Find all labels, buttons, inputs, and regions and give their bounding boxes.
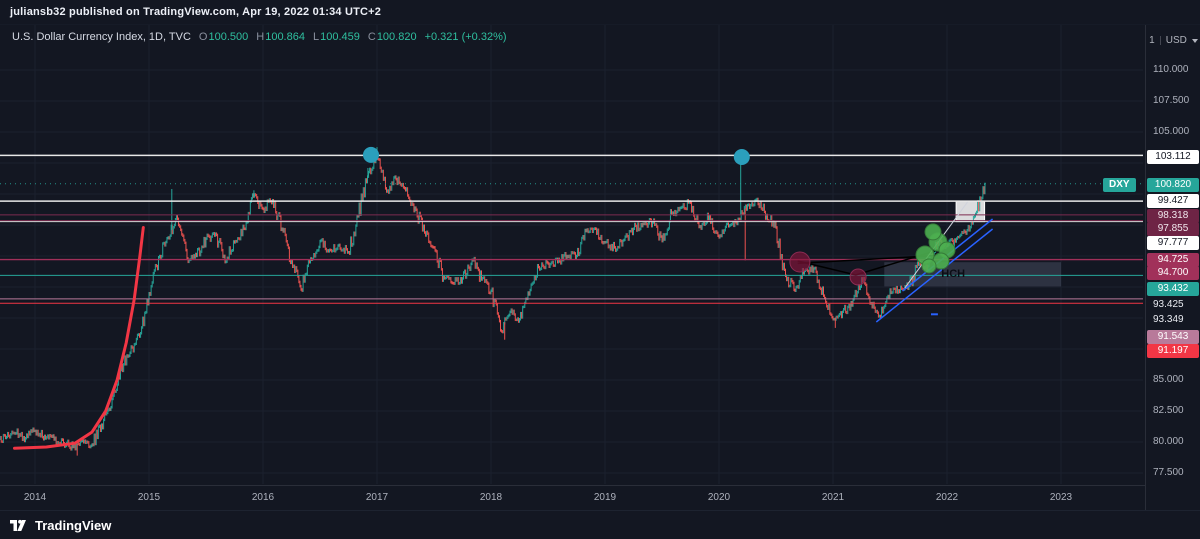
time-axis[interactable]: 2014 2015 2016 2017 2018 2019 2020 2021 2022 2023 (0, 485, 1145, 511)
time-axis-label: 2023 (1049, 492, 1073, 503)
top-marker-2017[interactable] (363, 146, 379, 163)
price-level-badge: 93.349 (1153, 314, 1184, 325)
candles-up (0, 152, 986, 451)
price-level-badge: 94.700 (1147, 266, 1199, 280)
ohlc-open: O100.500 (199, 31, 248, 43)
parabolic-curve[interactable] (13, 226, 145, 450)
trend-drawings[interactable] (13, 201, 994, 450)
channel-lower[interactable] (875, 228, 994, 323)
symbol-tag: DXY (1103, 178, 1136, 192)
unit-separator (1159, 36, 1161, 45)
ohlc-label: O (198, 31, 208, 43)
tradingview-brand[interactable]: TradingView (35, 517, 112, 533)
symbol-title[interactable]: U.S. Dollar Currency Index, 1D, TVC (12, 31, 191, 43)
ohlc-value: 100.820 (376, 31, 417, 43)
price-chart[interactable]: HCH (0, 0, 1145, 485)
price-level-badge: 94.725 (1147, 253, 1199, 267)
time-axis-label: 2014 (23, 492, 47, 503)
green-marker[interactable] (921, 258, 937, 274)
wick-spikes (76, 147, 986, 456)
shoulder-marker-left[interactable] (789, 251, 811, 273)
time-axis-label: 2019 (593, 492, 617, 503)
shoulder-marker-right[interactable] (849, 268, 867, 286)
ohlc-label: C (367, 31, 376, 43)
price-level-badge: 98.318 (1147, 209, 1199, 223)
ohlc-low: L100.459 (313, 31, 360, 43)
price-level-badge: 93.425 (1153, 299, 1184, 310)
price-axis-label: 110.000 (1153, 64, 1189, 75)
price-level-badge: 103.112 (1147, 150, 1199, 164)
ohlc-high: H100.864 (256, 31, 305, 43)
current-price-badge: 100.820 (1147, 178, 1199, 192)
price-level-badge: 99.427 (1147, 194, 1199, 208)
symbol-legend[interactable]: U.S. Dollar Currency Index, 1D, TVC O100… (12, 31, 507, 43)
ohlc-value: 100.864 (265, 31, 305, 43)
pattern-label[interactable]: HCH (941, 268, 965, 280)
ohlc-close: C100.820 (368, 31, 417, 43)
unit-selector[interactable]: 1 USD (1146, 35, 1200, 46)
unit-count[interactable]: 1 (1149, 35, 1155, 46)
unit-currency[interactable]: USD (1165, 35, 1187, 46)
price-axis-label: 77.500 (1153, 467, 1184, 478)
horizontal-price-lines[interactable] (0, 154, 1143, 304)
time-axis-label: 2018 (479, 492, 503, 503)
time-axis-label: 2016 (251, 492, 275, 503)
price-level-badge: 91.543 (1147, 330, 1199, 344)
price-axis-label: 80.000 (1153, 436, 1184, 447)
time-axis-label: 2021 (821, 492, 845, 503)
tradingview-logo-icon[interactable] (10, 518, 28, 533)
ohlc-value: 100.500 (208, 31, 249, 43)
price-level-badge: 97.777 (1147, 236, 1199, 250)
price-axis-label: 85.000 (1153, 374, 1184, 385)
grid-lines (0, 0, 1143, 484)
footer-bar: TradingView (0, 510, 1200, 539)
top-marker-2020[interactable] (733, 149, 750, 165)
ohlc-label: L (312, 31, 320, 43)
price-level-badge: 97.855 (1147, 222, 1199, 236)
chevron-down-icon[interactable] (1191, 38, 1198, 43)
green-marker[interactable] (924, 223, 942, 241)
change-value: +0.321 (+0.32%) (424, 31, 507, 43)
ohlc-value: 100.459 (320, 31, 360, 43)
highlight-zone[interactable] (884, 262, 1061, 287)
price-axis-label: 107.500 (1153, 95, 1190, 106)
publish-text: juliansb32 published on TradingView.com,… (10, 6, 382, 18)
price-axis-label: 82.500 (1153, 405, 1184, 416)
ohlc-label: H (256, 31, 265, 43)
price-axis-label: 105.000 (1153, 126, 1190, 137)
candles-down (0, 152, 985, 451)
circle-markers[interactable] (363, 146, 956, 286)
time-axis-label: 2017 (365, 492, 389, 503)
time-axis-label: 2020 (707, 492, 731, 503)
neckline-lower[interactable] (797, 254, 938, 265)
publish-bar: juliansb32 published on TradingView.com,… (0, 0, 1200, 25)
drawing-rects[interactable] (884, 200, 1061, 287)
time-axis-label: 2015 (137, 492, 161, 503)
price-axis[interactable]: 1 USD 110.000 107.500 105.000 85.000 82.500 8… (1145, 0, 1200, 510)
price-level-badge: 91.197 (1147, 344, 1199, 358)
price-level-badge: 93.432 (1147, 282, 1199, 296)
time-axis-label: 2022 (935, 492, 959, 503)
